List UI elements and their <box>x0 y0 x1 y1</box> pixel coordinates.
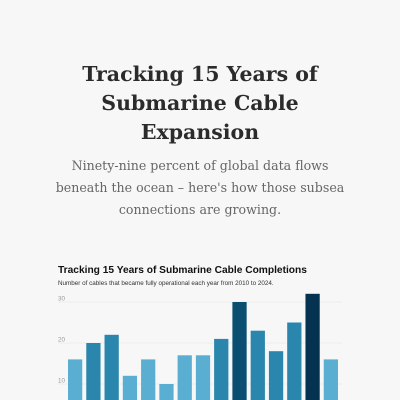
bar-2020 <box>250 330 265 400</box>
bar-chart: Tracking 15 Years of Submarine Cable Com… <box>58 265 342 400</box>
bar-2015 <box>159 384 174 400</box>
chart-subtitle: Number of cables that became fully opera… <box>58 280 274 287</box>
article-dek: Ninety-nine percent of global data flows… <box>55 158 345 217</box>
y-tick-label: 30 <box>58 296 66 303</box>
bar-2024 <box>323 359 338 400</box>
bar-2021 <box>268 351 284 400</box>
bar-2023 <box>305 293 320 400</box>
bar-2017 <box>195 355 211 400</box>
bar-2019 <box>232 302 247 400</box>
bar-2012 <box>104 334 119 400</box>
y-axis-ticks: 10 20 30 <box>58 296 66 385</box>
bar-2018 <box>214 338 229 400</box>
chart-container: Tracking 15 Years of Submarine Cable Com… <box>0 250 400 400</box>
article-headline: Tracking 15 Years of Submarine Cable Exp… <box>82 62 318 144</box>
bar-2014 <box>141 359 156 400</box>
bar-2022 <box>287 322 302 400</box>
chart-title: Tracking 15 Years of Submarine Cable Com… <box>58 265 307 276</box>
bars <box>68 293 338 400</box>
bar-2013 <box>122 375 138 400</box>
bar-2011 <box>86 343 101 400</box>
bar-2010 <box>68 359 83 400</box>
y-tick-label: 20 <box>58 337 66 344</box>
y-tick-label: 10 <box>58 378 66 385</box>
bar-2016 <box>177 355 192 400</box>
